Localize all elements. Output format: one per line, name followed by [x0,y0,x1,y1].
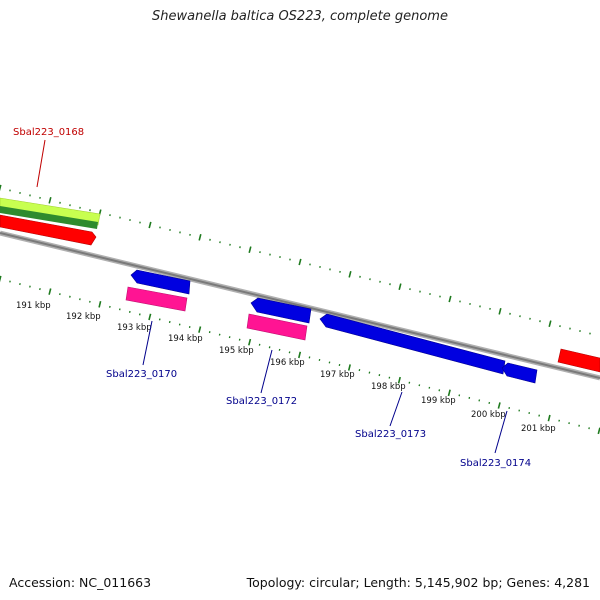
accession-text: Accession: NC_011663 [9,575,152,590]
minor-tick [39,288,41,291]
gene-arrow-sbal223-0173[interactable] [319,313,506,375]
major-tick [447,389,451,397]
major-tick [0,275,2,283]
gene-label-sbal223-0170[interactable]: Sbal223_0170 [106,369,177,380]
leader-line-0168 [36,139,46,188]
major-tick [348,271,352,278]
minor-tick [428,386,431,389]
minor-tick [358,369,361,372]
minor-tick [158,318,161,321]
feature-pink-bar-0172[interactable] [246,313,308,341]
major-tick [298,258,302,266]
gene-label-sbal223-0173[interactable]: Sbal223_0173 [355,429,426,440]
minor-tick [29,285,31,288]
major-tick [0,184,2,192]
minor-tick [418,384,421,387]
major-tick [497,402,501,409]
minor-tick [19,283,21,286]
feature-green-bar[interactable] [0,206,98,229]
major-tick [298,351,302,359]
kbp-label: 199 kbp [421,396,456,406]
major-tick [498,308,502,315]
minor-tick [408,381,411,384]
minor-tick [278,348,281,351]
minor-tick [238,338,241,341]
kbp-label: 195 kbp [219,346,254,356]
minor-tick [558,419,561,422]
minor-tick [168,320,171,324]
major-tick [148,221,152,229]
major-tick [248,246,252,253]
gene-arrow-sbal223-0170[interactable] [130,269,191,295]
major-tick [98,301,102,308]
feature-red-bar-right[interactable] [557,348,600,373]
major-tick [148,313,152,321]
kbp-label: 191 kbp [16,301,51,311]
minor-tick [368,371,371,374]
leader-line-0172 [260,349,273,394]
genome-summary-text: Topology: circular; Length: 5,145,902 bp… [246,575,590,590]
minor-tick [478,399,481,402]
major-tick [48,288,52,295]
kbp-label: 196 kbp [270,358,305,368]
major-tick [48,197,52,204]
leader-line-0174 [494,410,508,454]
feature-pink-bar-0170[interactable] [125,286,188,312]
gene-arrow-sbal223-0174[interactable] [501,362,538,384]
major-tick [397,376,401,384]
minor-tick [488,401,491,404]
kbp-label: 192 kbp [66,312,101,322]
gene-label-sbal223-0168[interactable]: Sbal223_0168 [13,127,84,138]
major-tick [198,326,202,333]
kbp-label: 194 kbp [168,334,203,344]
minor-tick [218,333,221,336]
genome-backbone-core [0,232,600,379]
leader-line-0170 [142,320,153,366]
major-tick [248,338,252,346]
minor-tick [228,336,231,339]
minor-tick [538,414,541,417]
minor-tick [88,300,91,303]
kbp-label: 193 kbp [117,323,152,333]
leader-line-0173 [389,391,403,427]
major-tick [198,234,202,241]
kbp-label: 201 kbp [521,424,556,434]
gene-arrow-sbal223-0172[interactable] [250,297,312,324]
kbp-ruler-labels: 191 kbp 192 kbp 193 kbp 194 kbp 195 kbp … [16,301,556,434]
kbp-label: 200 kbp [471,410,506,420]
major-tick [448,295,452,303]
gene-label-sbal223-0172[interactable]: Sbal223_0172 [226,396,297,407]
kbp-label: 198 kbp [371,382,406,392]
gene-arrow-sbal223-0168[interactable] [0,214,97,246]
major-tick [547,414,551,422]
major-tick [548,320,552,327]
map-title: Shewanella baltica OS223, complete genom… [152,9,448,24]
gene-label-sbal223-0174[interactable]: Sbal223_0174 [460,458,531,469]
major-tick [398,283,402,290]
minor-tick [108,305,111,308]
major-tick [347,364,351,371]
minor-tick [288,351,291,354]
kbp-label: 197 kbp [320,370,355,380]
